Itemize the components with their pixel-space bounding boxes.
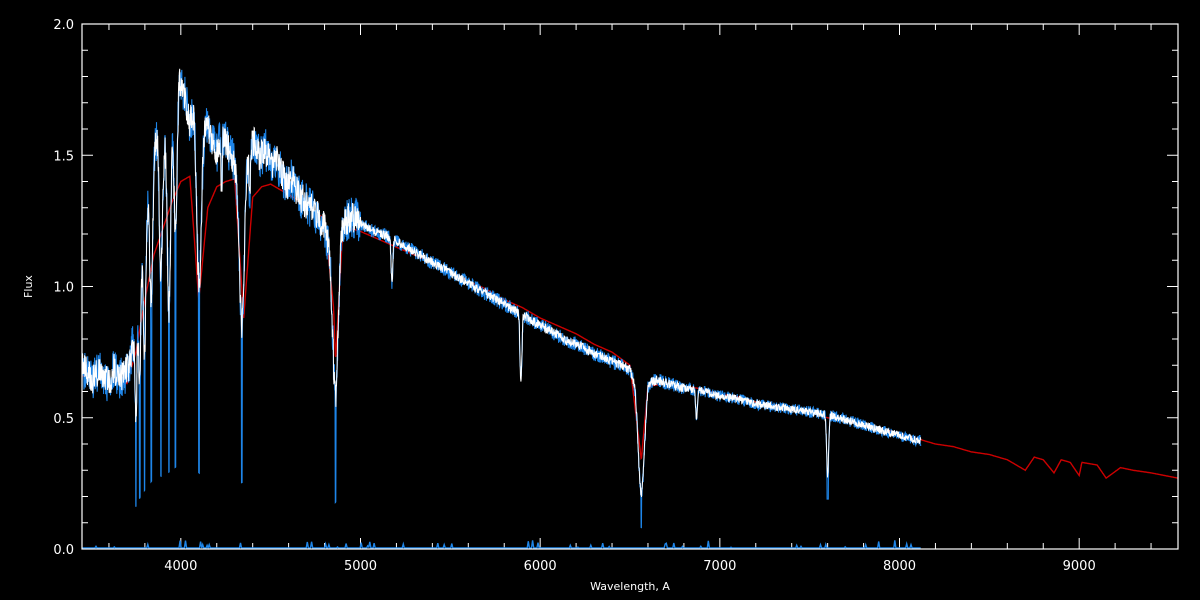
x-tick-label: 8000 <box>883 559 916 574</box>
plot-frame <box>81 23 1179 550</box>
x-tick-label: 6000 <box>524 559 557 574</box>
y-tick-label: 0.0 <box>53 543 74 558</box>
observed-white-curve <box>81 68 922 498</box>
y-tick-label: 1.0 <box>53 281 74 296</box>
x-tick-label: 5000 <box>344 559 377 574</box>
x-axis-label: Wavelength, A <box>590 580 670 593</box>
y-tick-label: 2.0 <box>53 18 74 33</box>
residual-baseline <box>82 540 921 551</box>
x-tick-label: 7000 <box>703 559 736 574</box>
x-tick-label: 4000 <box>164 559 197 574</box>
y-tick-label: 1.5 <box>53 149 74 164</box>
x-tick-label: 9000 <box>1063 559 1096 574</box>
y-tick-label: 0.5 <box>53 412 74 427</box>
y-axis-label: Flux <box>22 275 35 298</box>
